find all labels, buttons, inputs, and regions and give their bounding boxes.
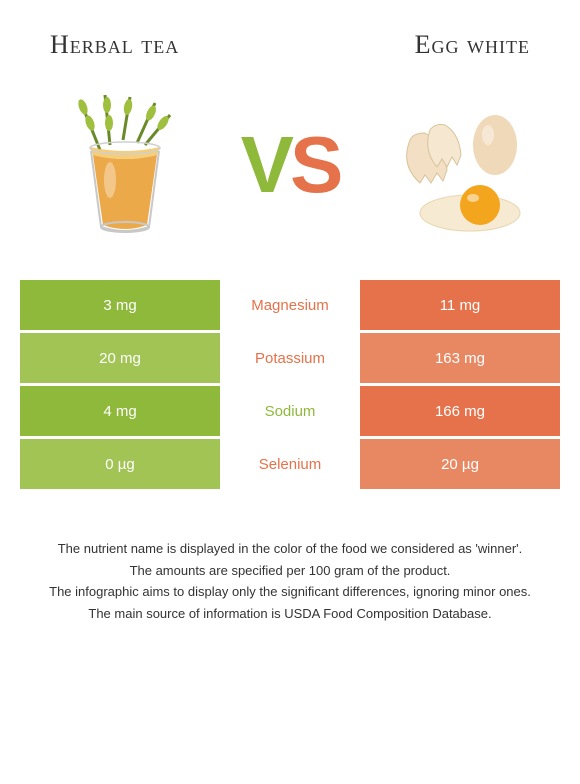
comparison-table: 3 mg Magnesium 11 mg 20 mg Potassium 163… [20,280,560,489]
right-food-title: Egg white [415,30,530,60]
left-value: 20 mg [20,333,220,383]
left-value: 4 mg [20,386,220,436]
table-row: 4 mg Sodium 166 mg [20,386,560,436]
left-value: 0 µg [20,439,220,489]
header: Herbal tea Egg white [0,0,580,70]
footer-line: The amounts are specified per 100 gram o… [30,561,550,581]
footer-line: The nutrient name is displayed in the co… [30,539,550,559]
table-row: 3 mg Magnesium 11 mg [20,280,560,330]
herbal-tea-image [40,80,210,250]
footer-notes: The nutrient name is displayed in the co… [30,539,550,623]
right-value: 163 mg [360,333,560,383]
right-value: 166 mg [360,386,560,436]
left-food-title: Herbal tea [50,30,179,60]
table-row: 20 mg Potassium 163 mg [20,333,560,383]
vs-label: VS [241,119,340,211]
footer-line: The main source of information is USDA F… [30,604,550,624]
table-row: 0 µg Selenium 20 µg [20,439,560,489]
right-value: 20 µg [360,439,560,489]
left-value: 3 mg [20,280,220,330]
footer-line: The infographic aims to display only the… [30,582,550,602]
nutrient-name: Magnesium [220,280,360,330]
nutrient-name: Selenium [220,439,360,489]
hero-row: VS [0,70,580,270]
egg-white-image [370,80,540,250]
nutrient-name: Sodium [220,386,360,436]
right-value: 11 mg [360,280,560,330]
nutrient-name: Potassium [220,333,360,383]
vs-v: V [241,120,290,209]
vs-s: S [290,120,339,209]
